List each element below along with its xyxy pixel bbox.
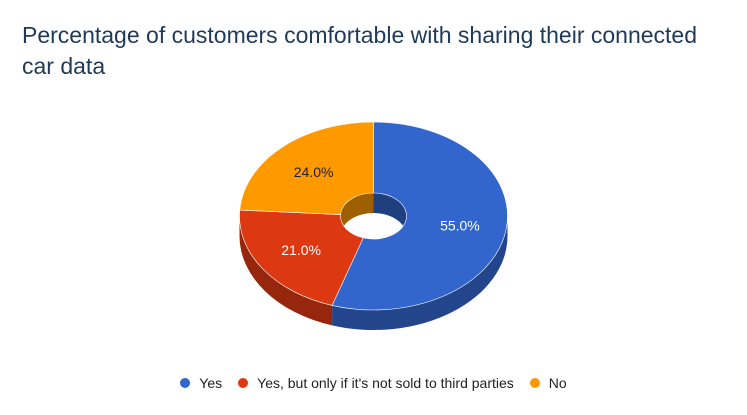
legend-swatch <box>180 378 191 388</box>
legend-swatch <box>529 378 540 388</box>
donut-sides <box>239 193 508 331</box>
slice-inner-wall <box>340 193 374 235</box>
slice-side <box>239 216 333 326</box>
slice <box>331 121 508 311</box>
legend-label: Yes, but only if it's not sold to third … <box>257 375 514 391</box>
legend-item: Yes <box>180 375 222 391</box>
legend-label: No <box>548 375 567 391</box>
legend: Yes Yes, but only if it's not sold to thi… <box>0 375 747 391</box>
slice-inner-wall <box>373 193 407 236</box>
slice <box>239 209 364 306</box>
slice <box>239 121 374 215</box>
slice-value-label: 24.0% <box>294 164 334 180</box>
legend-swatch <box>238 378 249 388</box>
donut-labels: 55.0% 21.0% 24.0% <box>281 164 479 258</box>
legend-label: Yes <box>199 375 223 391</box>
legend-item: No <box>529 375 567 391</box>
chart-title: Percentage of customers comfortable with… <box>22 22 698 79</box>
slice-side <box>332 216 508 331</box>
legend-item: Yes, but only if it's not sold to third … <box>238 375 514 391</box>
slice-value-label: 21.0% <box>281 242 321 258</box>
slice-value-label: 55.0% <box>440 217 480 233</box>
donut-tops <box>239 121 508 311</box>
